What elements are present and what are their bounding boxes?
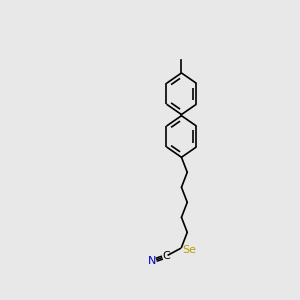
- Text: C: C: [163, 251, 170, 261]
- Text: Se: Se: [183, 245, 196, 255]
- Text: N: N: [148, 256, 156, 266]
